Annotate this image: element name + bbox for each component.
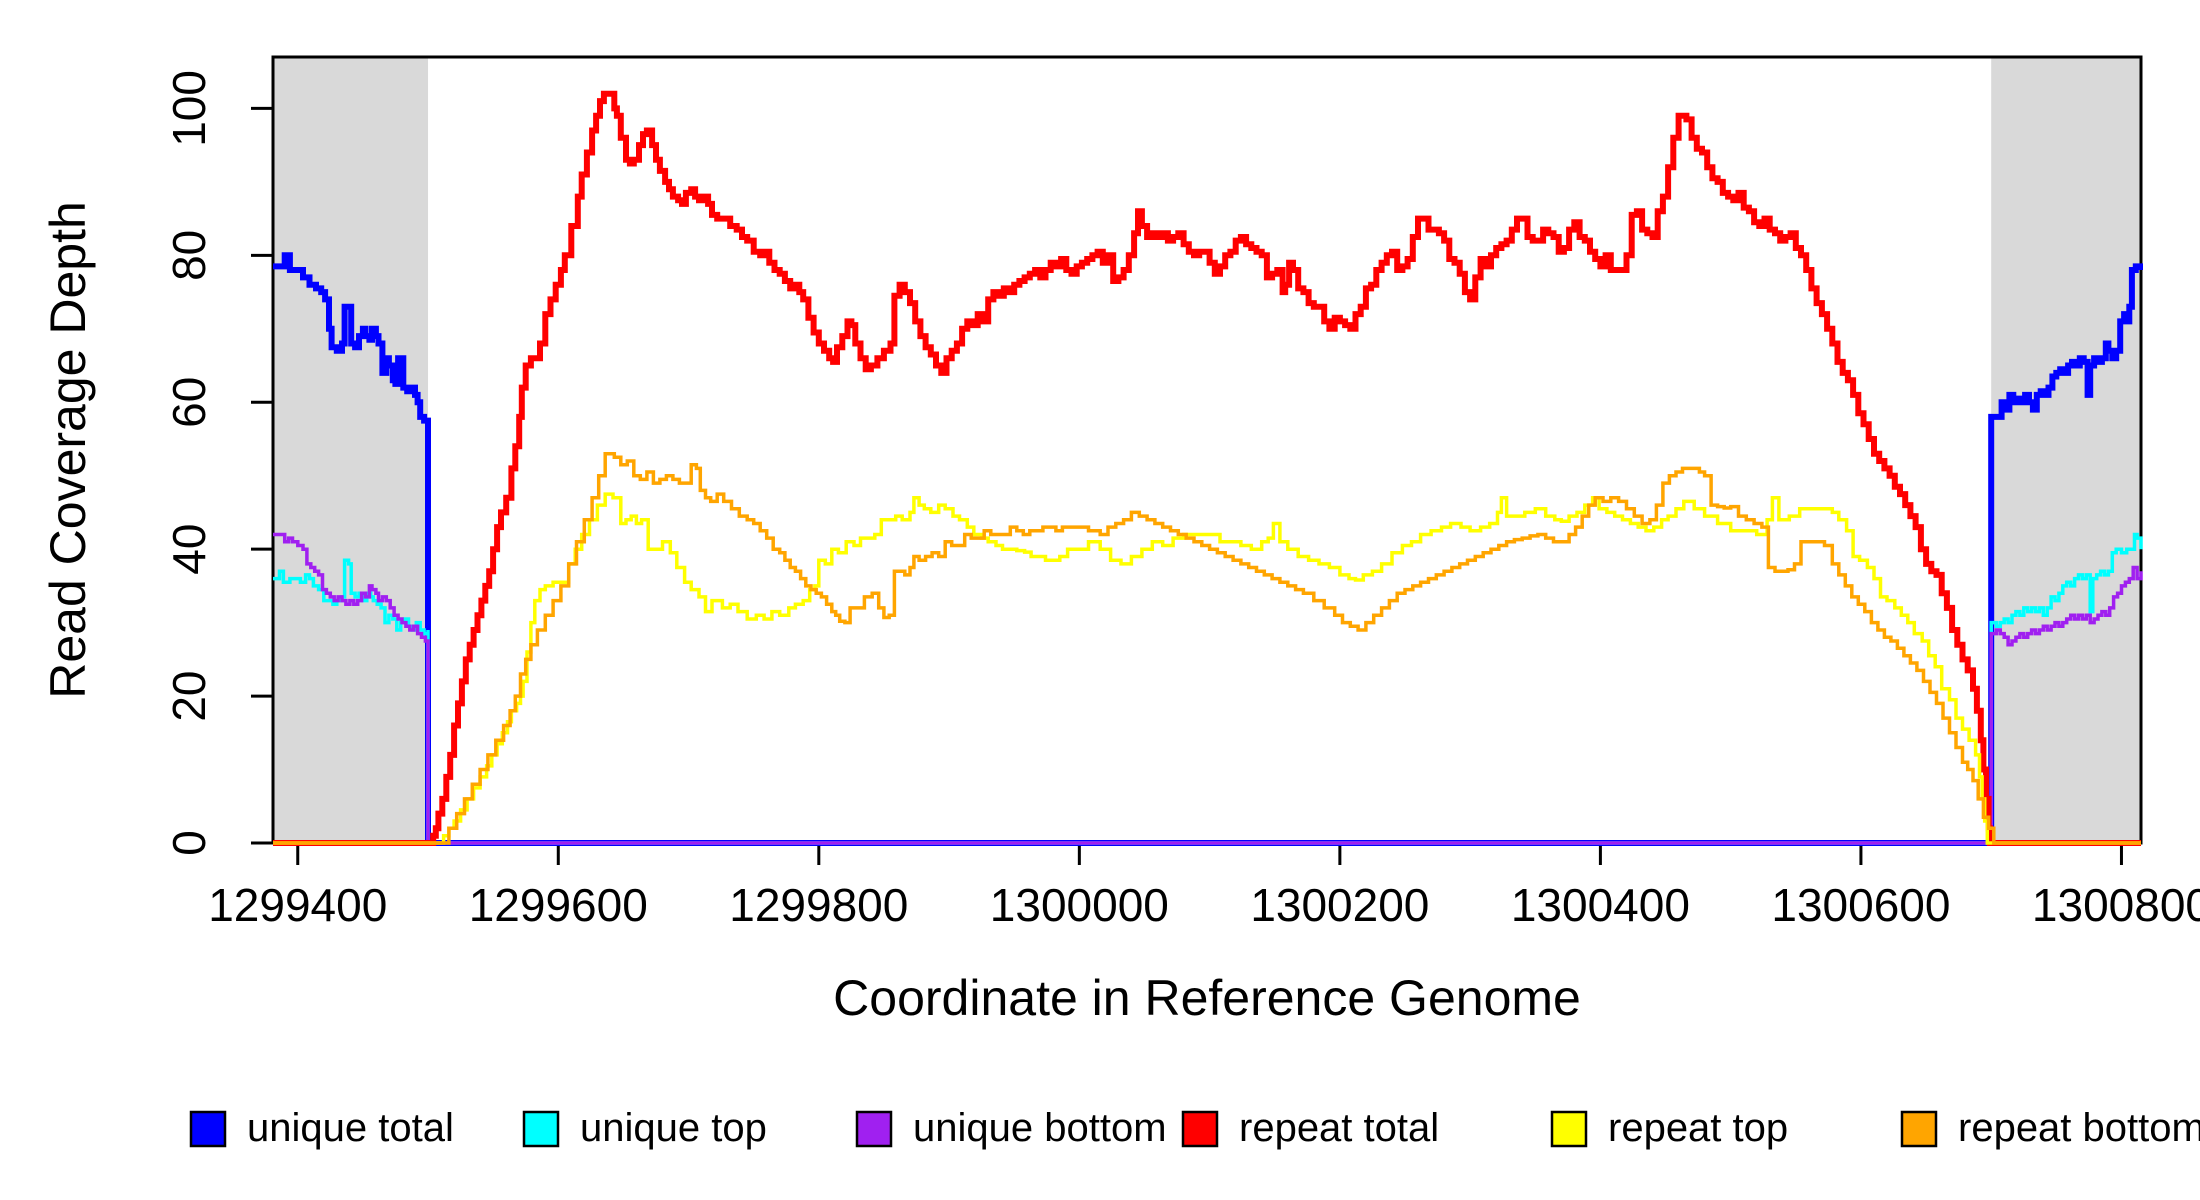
- legend-item-repeat-bottom: repeat bottom: [1900, 1106, 2200, 1150]
- legend-label: repeat total: [1239, 1106, 1439, 1150]
- y-tick-label: 100: [163, 70, 215, 147]
- legend-swatch-repeat-top: [1550, 1110, 1588, 1148]
- x-tick-label: 1299800: [729, 879, 908, 931]
- series-repeat-top: [273, 492, 2141, 845]
- x-tick-label: 1300600: [1771, 879, 1950, 931]
- x-tick-label: 1300000: [990, 879, 1169, 931]
- legend-item-repeat-total: repeat total: [1181, 1106, 1439, 1150]
- legend-item-unique-top: unique top: [522, 1106, 767, 1150]
- shaded-region-left: [273, 57, 429, 843]
- legend-swatch-unique-top: [522, 1110, 560, 1148]
- legend-swatch-repeat-bottom: [1900, 1110, 1938, 1148]
- series-unique-bottom: [273, 532, 2143, 845]
- legend-label: unique bottom: [913, 1106, 1167, 1150]
- legend-label: repeat top: [1608, 1106, 1788, 1150]
- y-axis: 0 20 40 60 80 100: [163, 70, 273, 856]
- x-tick-label: 1300200: [1250, 879, 1429, 931]
- series-unique-total: [273, 252, 2143, 846]
- shaded-region-right: [1991, 57, 2141, 843]
- x-axis-title: Coordinate in Reference Genome: [833, 970, 1581, 1026]
- legend: unique total unique top unique bottom repea…: [189, 1106, 2200, 1150]
- x-tick-label: 1299600: [469, 879, 648, 931]
- y-tick-label: 60: [163, 377, 215, 428]
- x-tick-label: 1300800: [2032, 879, 2200, 931]
- legend-swatch-unique-bottom: [855, 1110, 893, 1148]
- legend-label: unique total: [247, 1106, 454, 1150]
- y-tick-label: 20: [163, 670, 215, 721]
- legend-item-unique-total: unique total: [189, 1106, 454, 1150]
- y-tick-label: 40: [163, 524, 215, 575]
- y-tick-label: 80: [163, 230, 215, 281]
- legend-item-unique-bottom: unique bottom: [855, 1106, 1167, 1150]
- legend-item-repeat-top: repeat top: [1550, 1106, 1788, 1150]
- legend-swatch-repeat-total: [1181, 1110, 1219, 1148]
- legend-swatch-unique-total: [189, 1110, 227, 1148]
- x-tick-label: 1299400: [208, 879, 387, 931]
- y-tick-label: 0: [163, 830, 215, 856]
- series-repeat-total: [273, 90, 2141, 846]
- legend-label: unique top: [580, 1106, 767, 1150]
- x-tick-label: 1300400: [1511, 879, 1690, 931]
- series-repeat-bottom: [273, 451, 2141, 845]
- plot-box: [271, 55, 2143, 845]
- x-axis: 1299400 1299600 1299800 1300000 1300200 13004…: [208, 843, 2200, 931]
- legend-label: repeat bottom: [1958, 1106, 2200, 1150]
- y-axis-title: Read Coverage Depth: [40, 201, 96, 699]
- plot-area: [273, 90, 2143, 846]
